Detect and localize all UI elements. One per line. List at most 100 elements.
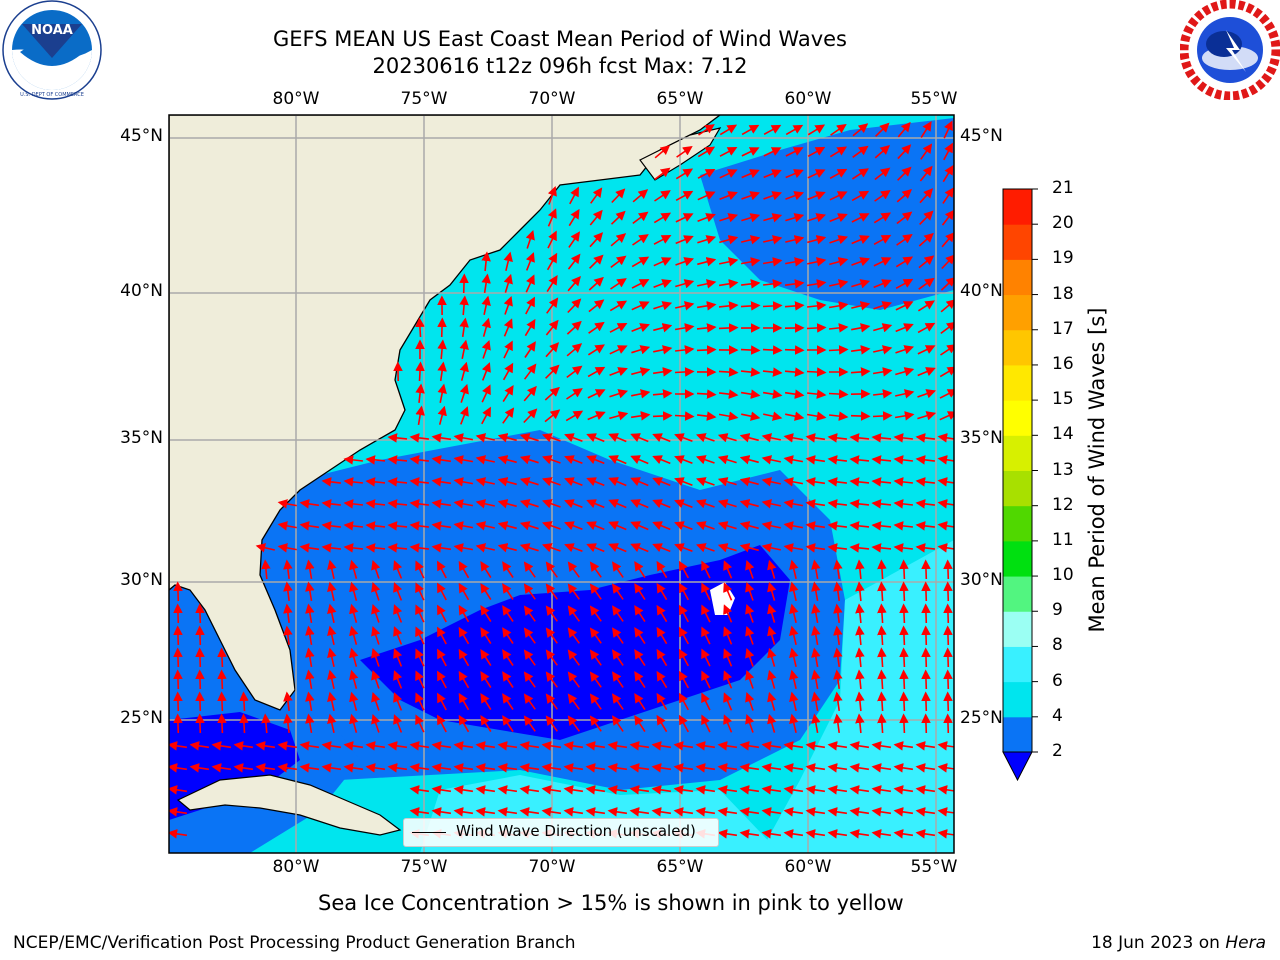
wind-wave-arrow — [745, 691, 755, 711]
wind-wave-arrow — [523, 649, 536, 666]
wind-wave-arrow — [877, 603, 887, 624]
wind-wave-arrow — [611, 715, 624, 732]
wind-wave-arrow — [785, 213, 805, 223]
wind-wave-arrow — [849, 477, 870, 487]
lon-label-top: 65°W — [656, 89, 704, 109]
wind-wave-arrow — [321, 763, 342, 773]
wind-wave-arrow — [855, 647, 865, 668]
wind-wave-arrow — [589, 583, 602, 600]
wind-wave-arrow — [409, 455, 429, 465]
wind-wave-arrow — [877, 713, 887, 734]
wind-wave-arrow — [767, 647, 777, 667]
wind-wave-arrow — [673, 741, 694, 751]
wind-wave-arrow — [833, 713, 843, 734]
wind-wave-arrow — [807, 169, 826, 179]
wind-wave-arrow — [589, 671, 602, 688]
wind-wave-arrow — [437, 714, 447, 733]
wind-wave-arrow — [523, 693, 536, 710]
colorbar-tick-label: 9 — [1052, 600, 1063, 621]
colorbar-tick-label: 11 — [1052, 529, 1074, 550]
wind-wave-arrow — [585, 785, 606, 795]
wind-wave-arrow — [480, 715, 492, 733]
wind-wave-arrow — [893, 543, 913, 553]
wind-wave-arrow — [261, 713, 271, 734]
wind-wave-arrow — [409, 477, 429, 487]
wind-wave-arrow — [437, 383, 447, 403]
colorbar-tick-label: 12 — [1052, 494, 1074, 515]
lon-label-top: 80°W — [272, 89, 320, 109]
wind-wave-arrow — [283, 625, 293, 645]
wind-wave-arrow — [829, 411, 849, 421]
wind-wave-arrow — [875, 122, 890, 137]
wind-wave-arrow — [566, 388, 583, 400]
wind-wave-arrow — [852, 123, 869, 137]
wind-wave-arrow — [343, 477, 363, 487]
wind-wave-arrow — [783, 521, 804, 531]
wind-wave-arrow — [877, 581, 887, 602]
wind-wave-arrow — [762, 389, 783, 399]
wind-wave-arrow — [763, 169, 782, 179]
wind-wave-arrow — [811, 559, 821, 580]
wind-wave-arrow — [415, 317, 425, 338]
wind-wave-arrow — [855, 559, 865, 580]
wind-wave-arrow — [784, 389, 805, 399]
wind-wave-arrow — [349, 559, 359, 579]
wind-wave-arrow — [919, 210, 934, 225]
wind-wave-arrow — [917, 322, 936, 334]
wind-wave-arrow — [608, 433, 627, 443]
wind-wave-arrow — [371, 603, 381, 623]
wind-wave-arrow — [589, 693, 602, 710]
wind-wave-arrow — [437, 626, 447, 645]
wind-wave-arrow — [789, 603, 799, 623]
wind-wave-arrow — [763, 235, 783, 245]
wind-wave-arrow — [895, 367, 915, 377]
wind-wave-arrow — [502, 561, 514, 578]
wind-wave-arrow — [696, 323, 717, 333]
wind-wave-arrow — [503, 340, 513, 359]
wind-wave-arrow — [365, 741, 386, 751]
wind-wave-arrow — [233, 741, 254, 751]
wind-wave-arrow — [915, 543, 935, 553]
wind-wave-arrow — [723, 648, 733, 667]
wind-wave-arrow — [610, 278, 627, 290]
wind-wave-arrow — [717, 433, 737, 443]
wind-wave-arrow — [678, 648, 690, 667]
wind-wave-arrow — [524, 341, 536, 358]
wind-wave-arrow — [277, 763, 298, 773]
wind-wave-arrow — [805, 543, 826, 553]
wind-wave-arrow — [458, 648, 470, 667]
wind-wave-arrow — [739, 477, 759, 487]
wind-wave-arrow — [459, 295, 469, 316]
wind-wave-arrow — [541, 455, 561, 465]
wind-wave-arrow — [784, 345, 805, 355]
wind-wave-arrow — [349, 713, 359, 733]
colorbar-tick-label: 8 — [1052, 635, 1063, 656]
wind-wave-arrow — [917, 389, 937, 399]
wind-wave-arrow — [852, 145, 869, 158]
wind-wave-arrow — [717, 807, 738, 817]
wind-wave-arrow — [630, 543, 649, 553]
wind-wave-arrow — [871, 521, 892, 531]
wind-wave-arrow — [327, 691, 337, 711]
footer-date: 18 Jun 2023 on Hera — [1091, 933, 1266, 953]
wind-wave-arrow — [827, 785, 848, 795]
wind-wave-arrow — [480, 627, 492, 645]
wind-wave-arrow — [453, 499, 474, 509]
wind-wave-arrow — [609, 345, 628, 355]
wind-wave-arrow — [719, 213, 739, 223]
wind-wave-arrow — [675, 279, 695, 289]
wind-wave-arrow — [299, 499, 320, 509]
wind-wave-arrow — [921, 669, 931, 690]
wind-wave-arrow — [195, 625, 205, 646]
wind-wave-arrow — [745, 647, 755, 667]
wind-wave-arrow — [631, 323, 650, 333]
wind-wave-arrow — [653, 235, 672, 245]
wind-wave-arrow — [563, 785, 584, 795]
wind-wave-arrow — [767, 603, 777, 623]
wind-wave-arrow — [739, 785, 760, 795]
wind-wave-arrow — [458, 582, 470, 601]
wind-wave-arrow — [674, 323, 695, 333]
wind-wave-arrow — [919, 188, 934, 204]
wind-wave-arrow — [545, 561, 558, 578]
wind-wave-arrow — [871, 499, 892, 509]
